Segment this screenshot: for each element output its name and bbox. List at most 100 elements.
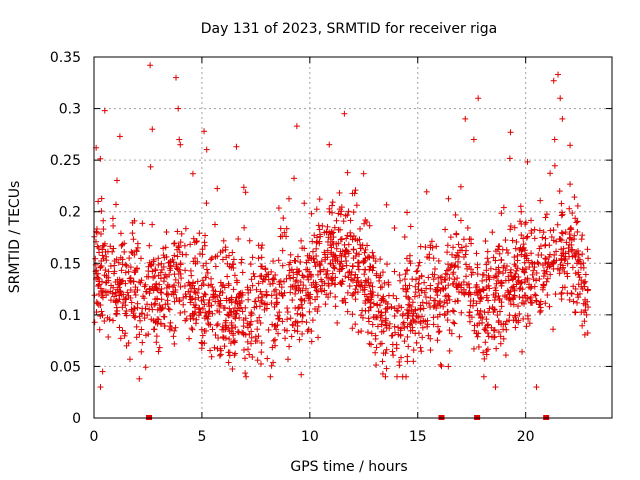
data-point bbox=[121, 248, 128, 255]
data-point bbox=[434, 323, 441, 330]
data-point bbox=[518, 232, 525, 239]
data-point bbox=[349, 263, 356, 270]
data-point bbox=[520, 315, 527, 322]
data-point bbox=[226, 305, 233, 312]
data-point bbox=[258, 299, 265, 306]
data-point bbox=[379, 284, 386, 291]
data-point bbox=[139, 339, 146, 346]
data-point bbox=[523, 255, 530, 262]
data-point bbox=[156, 281, 163, 288]
data-point bbox=[208, 275, 215, 282]
data-point bbox=[202, 232, 209, 239]
data-point bbox=[202, 274, 209, 281]
data-point bbox=[104, 289, 111, 296]
data-point bbox=[285, 356, 292, 363]
data-point bbox=[190, 258, 197, 265]
data-point bbox=[275, 205, 282, 212]
data-point bbox=[383, 324, 390, 331]
data-point bbox=[166, 326, 173, 333]
data-point bbox=[287, 251, 294, 258]
data-point bbox=[132, 291, 139, 298]
data-point bbox=[181, 242, 188, 249]
data-point bbox=[194, 278, 201, 285]
data-point bbox=[331, 265, 338, 272]
data-point bbox=[524, 158, 531, 165]
data-point bbox=[546, 303, 553, 310]
data-point bbox=[257, 360, 264, 367]
data-point bbox=[223, 254, 230, 261]
data-point bbox=[394, 308, 401, 315]
data-point bbox=[570, 283, 577, 290]
data-point bbox=[268, 300, 275, 307]
data-point bbox=[373, 344, 380, 351]
data-point bbox=[445, 282, 452, 289]
data-point bbox=[204, 269, 211, 276]
data-point bbox=[171, 282, 178, 289]
data-point bbox=[258, 339, 265, 346]
data-point bbox=[199, 246, 206, 253]
data-point bbox=[378, 328, 385, 335]
data-point bbox=[352, 253, 359, 260]
data-point bbox=[244, 346, 251, 353]
data-point bbox=[206, 308, 213, 315]
data-point bbox=[434, 292, 441, 299]
data-point bbox=[389, 332, 396, 339]
data-point bbox=[111, 262, 118, 269]
data-point bbox=[483, 351, 490, 358]
data-point bbox=[313, 281, 320, 288]
data-point bbox=[450, 319, 457, 326]
data-point bbox=[217, 279, 224, 286]
data-point bbox=[437, 361, 444, 368]
data-point bbox=[313, 206, 320, 213]
data-point bbox=[177, 283, 184, 290]
data-point bbox=[233, 279, 240, 286]
data-point bbox=[195, 294, 202, 301]
outlier-point bbox=[341, 110, 348, 117]
data-point bbox=[337, 226, 344, 233]
data-point bbox=[114, 307, 121, 314]
data-point bbox=[126, 356, 133, 363]
data-point bbox=[416, 292, 423, 299]
data-point bbox=[446, 296, 453, 303]
data-point bbox=[97, 155, 104, 162]
data-point bbox=[207, 347, 214, 354]
data-point bbox=[102, 267, 109, 274]
data-point bbox=[365, 253, 372, 260]
data-point bbox=[419, 324, 426, 331]
data-point bbox=[230, 330, 237, 337]
data-point bbox=[475, 311, 482, 318]
data-point bbox=[203, 266, 210, 273]
data-point bbox=[316, 262, 323, 269]
data-point bbox=[370, 255, 377, 262]
data-point bbox=[522, 298, 529, 305]
data-point bbox=[203, 200, 210, 207]
outlier-point bbox=[492, 384, 499, 391]
data-point bbox=[155, 261, 162, 268]
data-point bbox=[91, 292, 98, 299]
data-point bbox=[333, 240, 340, 247]
data-point bbox=[257, 288, 264, 295]
data-point bbox=[344, 212, 351, 219]
data-point bbox=[553, 248, 560, 255]
data-point bbox=[536, 227, 543, 234]
data-point bbox=[247, 312, 254, 319]
data-point bbox=[529, 260, 536, 267]
data-point bbox=[167, 262, 174, 269]
data-point bbox=[126, 255, 133, 262]
data-point bbox=[578, 236, 585, 243]
data-point bbox=[573, 260, 580, 267]
data-point bbox=[252, 333, 259, 340]
data-point bbox=[229, 249, 236, 256]
data-point bbox=[384, 300, 391, 307]
data-point bbox=[423, 300, 430, 307]
data-point bbox=[168, 291, 175, 298]
data-point bbox=[216, 352, 223, 359]
data-point bbox=[119, 304, 126, 311]
data-point bbox=[327, 261, 334, 268]
data-point bbox=[94, 300, 101, 307]
data-point bbox=[413, 268, 420, 275]
data-point bbox=[150, 274, 157, 281]
data-point bbox=[417, 344, 424, 351]
data-point bbox=[571, 232, 578, 239]
data-point bbox=[257, 263, 264, 270]
